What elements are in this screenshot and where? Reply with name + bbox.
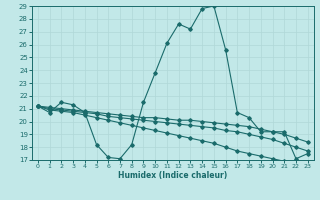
X-axis label: Humidex (Indice chaleur): Humidex (Indice chaleur) [118,171,228,180]
